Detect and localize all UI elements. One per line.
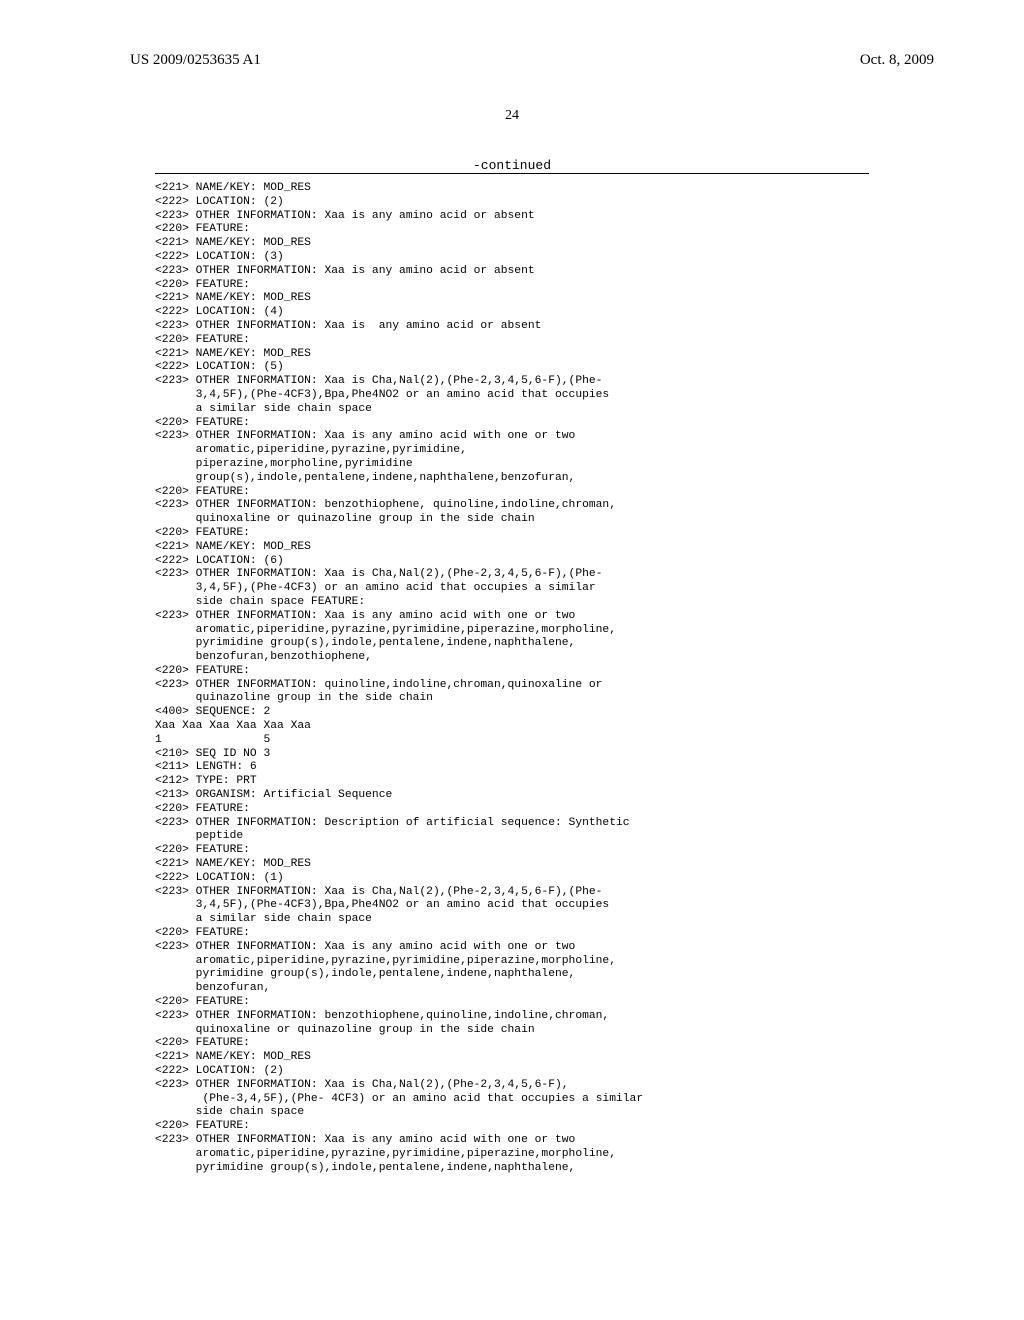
listing-line: side chain space FEATURE: <box>155 596 869 610</box>
listing-line: <222> LOCATION: (2) <box>155 196 869 210</box>
listing-line: <223> OTHER INFORMATION: Xaa is any amin… <box>155 610 869 624</box>
listing-line: <220> FEATURE: <box>155 665 869 679</box>
listing-line: pyrimidine group(s),indole,pentalene,ind… <box>155 968 869 982</box>
listing-line: <220> FEATURE: <box>155 927 869 941</box>
listing-line: <221> NAME/KEY: MOD_RES <box>155 1051 869 1065</box>
listing-line: 3,4,5F),(Phe-4CF3),Bpa,Phe4NO2 or an ami… <box>155 389 869 403</box>
listing-line: <223> OTHER INFORMATION: Xaa is Cha,Nal(… <box>155 375 869 389</box>
listing-line: side chain space <box>155 1106 869 1120</box>
listing-line: <222> LOCATION: (1) <box>155 872 869 886</box>
listing-line: <223> OTHER INFORMATION: Description of … <box>155 817 869 831</box>
listing-line: <222> LOCATION: (5) <box>155 361 869 375</box>
listing-line: <220> FEATURE: <box>155 1120 869 1134</box>
listing-line: <211> LENGTH: 6 <box>155 761 869 775</box>
listing-line: 3,4,5F),(Phe-4CF3) or an amino acid that… <box>155 582 869 596</box>
listing-line: <212> TYPE: PRT <box>155 775 869 789</box>
listing-line: <221> NAME/KEY: MOD_RES <box>155 348 869 362</box>
publication-date: Oct. 8, 2009 <box>860 52 934 69</box>
listing-line: aromatic,piperidine,pyrazine,pyrimidine,… <box>155 1148 869 1162</box>
page-number: 24 <box>0 108 1024 124</box>
listing-line: aromatic,piperidine,pyrazine,pyrimidine, <box>155 444 869 458</box>
listing-line: <220> FEATURE: <box>155 527 869 541</box>
continued-label: -continued <box>0 158 1024 173</box>
horizontal-rule <box>155 173 869 174</box>
listing-line: <220> FEATURE: <box>155 486 869 500</box>
listing-line: <221> NAME/KEY: MOD_RES <box>155 292 869 306</box>
listing-line: quinazoline group in the side chain <box>155 692 869 706</box>
listing-line: <213> ORGANISM: Artificial Sequence <box>155 789 869 803</box>
listing-line: quinoxaline or quinazoline group in the … <box>155 513 869 527</box>
listing-line: <220> FEATURE: <box>155 803 869 817</box>
listing-line: <210> SEQ ID NO 3 <box>155 748 869 762</box>
listing-line: <222> LOCATION: (4) <box>155 306 869 320</box>
listing-line: aromatic,piperidine,pyrazine,pyrimidine,… <box>155 624 869 638</box>
listing-line: <223> OTHER INFORMATION: Xaa is any amin… <box>155 1134 869 1148</box>
listing-line: <223> OTHER INFORMATION: Xaa is any amin… <box>155 430 869 444</box>
listing-line: 3,4,5F),(Phe-4CF3),Bpa,Phe4NO2 or an ami… <box>155 899 869 913</box>
listing-line: <221> NAME/KEY: MOD_RES <box>155 541 869 555</box>
listing-line: <220> FEATURE: <box>155 417 869 431</box>
listing-line: <222> LOCATION: (3) <box>155 251 869 265</box>
listing-line: <220> FEATURE: <box>155 334 869 348</box>
listing-line: a similar side chain space <box>155 913 869 927</box>
listing-line: <220> FEATURE: <box>155 279 869 293</box>
listing-line: piperazine,morpholine,pyrimidine <box>155 458 869 472</box>
listing-line: <223> OTHER INFORMATION: Xaa is Cha,Nal(… <box>155 886 869 900</box>
listing-line: <223> OTHER INFORMATION: Xaa is any amin… <box>155 320 869 334</box>
listing-line: <220> FEATURE: <box>155 1037 869 1051</box>
listing-line: <222> LOCATION: (6) <box>155 555 869 569</box>
sequence-listing: <221> NAME/KEY: MOD_RES<222> LOCATION: (… <box>155 182 869 1175</box>
page-header: US 2009/0253635 A1 Oct. 8, 2009 <box>0 52 1024 69</box>
listing-line: <223> OTHER INFORMATION: quinoline,indol… <box>155 679 869 693</box>
listing-line: <221> NAME/KEY: MOD_RES <box>155 858 869 872</box>
listing-line: <400> SEQUENCE: 2 <box>155 706 869 720</box>
listing-line: <223> OTHER INFORMATION: Xaa is Cha,Nal(… <box>155 568 869 582</box>
listing-line: <220> FEATURE: <box>155 844 869 858</box>
listing-line: a similar side chain space <box>155 403 869 417</box>
listing-line: pyrimidine group(s),indole,pentalene,ind… <box>155 1162 869 1176</box>
listing-line: <223> OTHER INFORMATION: Xaa is any amin… <box>155 941 869 955</box>
listing-line: <223> OTHER INFORMATION: benzothiophene,… <box>155 1010 869 1024</box>
listing-line: <223> OTHER INFORMATION: benzothiophene,… <box>155 499 869 513</box>
listing-line: 1 5 <box>155 734 869 748</box>
listing-line: Xaa Xaa Xaa Xaa Xaa Xaa <box>155 720 869 734</box>
listing-line: benzofuran,benzothiophene, <box>155 651 869 665</box>
listing-line: quinoxaline or quinazoline group in the … <box>155 1024 869 1038</box>
listing-line: <221> NAME/KEY: MOD_RES <box>155 182 869 196</box>
listing-line: <223> OTHER INFORMATION: Xaa is any amin… <box>155 265 869 279</box>
listing-line: group(s),indole,pentalene,indene,naphtha… <box>155 472 869 486</box>
listing-line: <220> FEATURE: <box>155 996 869 1010</box>
listing-line: aromatic,piperidine,pyrazine,pyrimidine,… <box>155 955 869 969</box>
listing-line: (Phe-3,4,5F),(Phe- 4CF3) or an amino aci… <box>155 1093 869 1107</box>
listing-line: <220> FEATURE: <box>155 223 869 237</box>
listing-line: peptide <box>155 830 869 844</box>
listing-line: <223> OTHER INFORMATION: Xaa is Cha,Nal(… <box>155 1079 869 1093</box>
listing-line: pyrimidine group(s),indole,pentalene,ind… <box>155 637 869 651</box>
listing-line: benzofuran, <box>155 982 869 996</box>
publication-number: US 2009/0253635 A1 <box>130 52 261 69</box>
listing-line: <222> LOCATION: (2) <box>155 1065 869 1079</box>
listing-line: <221> NAME/KEY: MOD_RES <box>155 237 869 251</box>
listing-line: <223> OTHER INFORMATION: Xaa is any amin… <box>155 210 869 224</box>
